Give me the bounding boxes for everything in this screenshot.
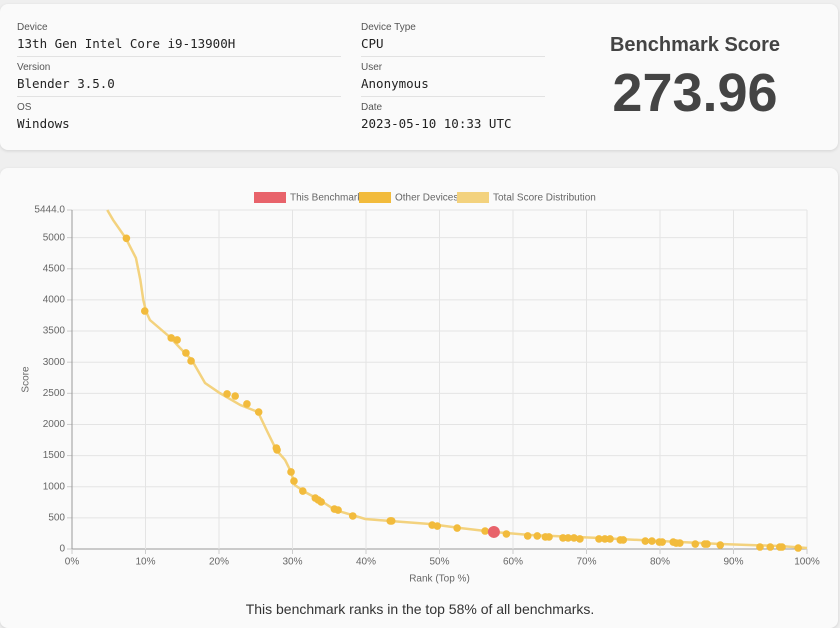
- device-point: [564, 534, 572, 542]
- device-point: [619, 536, 628, 544]
- legend-label: Other Devices: [395, 193, 458, 204]
- device-point: [523, 532, 532, 540]
- separator: [17, 96, 341, 97]
- x-tick-label: 10%: [135, 557, 155, 568]
- device-point: [648, 537, 656, 545]
- field-value: Blender 3.5.0: [17, 76, 115, 91]
- device-point: [641, 537, 650, 545]
- device-point: [570, 534, 578, 542]
- device-point: [231, 392, 239, 400]
- device-point: [691, 540, 700, 548]
- x-tick-label: 60%: [503, 557, 523, 568]
- device-point: [348, 512, 357, 520]
- device-point: [334, 506, 342, 514]
- device-point: [502, 530, 511, 538]
- y-tick-label: 4000: [43, 295, 66, 306]
- field-value: CPU: [361, 36, 384, 51]
- device-point: [766, 543, 775, 551]
- device-point: [122, 234, 131, 243]
- separator: [17, 56, 341, 57]
- device-point: [481, 527, 489, 535]
- y-tick-label: 3000: [43, 357, 66, 368]
- device-point: [716, 541, 725, 549]
- device-point: [703, 540, 711, 548]
- field-value: Windows: [17, 116, 70, 131]
- device-point: [676, 539, 684, 547]
- distribution-line: [106, 209, 808, 550]
- device-point: [273, 446, 281, 454]
- score: 273.96: [612, 63, 778, 123]
- x-tick-label: 20%: [209, 557, 229, 568]
- device-point: [794, 544, 802, 552]
- separator: [361, 96, 545, 97]
- x-tick-label: 0%: [65, 557, 80, 568]
- x-axis-label: Rank (Top %): [409, 574, 470, 585]
- device-point: [167, 334, 176, 342]
- y-tick-label: 1000: [43, 481, 66, 492]
- score-label: Benchmark Score: [609, 34, 781, 56]
- legend-swatch: [359, 192, 391, 203]
- y-tick-label: 2000: [43, 419, 66, 430]
- field-label: Version: [17, 62, 51, 73]
- device-point: [658, 538, 667, 546]
- legend-swatch: [457, 192, 489, 203]
- field-label: OS: [17, 102, 32, 113]
- field-value: 13th Gen Intel Core i9-13900H: [17, 36, 236, 51]
- device-point: [140, 307, 149, 315]
- x-tick-label: 40%: [356, 557, 376, 568]
- device-point: [778, 543, 786, 551]
- info-card: Device 13th Gen Intel Core i9-13900H Versi…: [0, 4, 838, 150]
- y-tick-label: 2500: [43, 388, 66, 399]
- field-value: Anonymous: [361, 76, 429, 91]
- device-point: [453, 524, 461, 532]
- device-point: [576, 535, 584, 543]
- device-point: [387, 517, 396, 525]
- field-label: User: [361, 62, 383, 73]
- device-point: [254, 408, 263, 416]
- y-tick-label: 5444.0: [34, 205, 65, 216]
- footer: This benchmark ranks in the top 58% of a…: [245, 601, 595, 617]
- device-point: [290, 477, 298, 485]
- device-point: [317, 498, 325, 506]
- x-tick-label: 50%: [429, 557, 449, 568]
- device-point: [595, 535, 603, 543]
- y-tick-label: 5000: [43, 232, 66, 243]
- device-point: [606, 535, 614, 543]
- y-tick-label: 3500: [43, 326, 66, 337]
- device-point: [182, 349, 190, 357]
- y-tick-label: 1500: [43, 450, 66, 461]
- legend-swatch: [254, 192, 286, 203]
- y-tick-label: 500: [48, 513, 65, 524]
- device-point: [287, 468, 295, 476]
- field-value: 2023-05-10 10:33 UTC: [361, 116, 512, 131]
- this-benchmark-point: [487, 525, 500, 538]
- field-label: Date: [361, 102, 383, 113]
- device-point: [533, 532, 542, 540]
- x-tick-label: 80%: [650, 557, 670, 568]
- device-point: [433, 522, 442, 530]
- x-tick-label: 100%: [794, 557, 820, 568]
- device-point: [223, 390, 231, 398]
- device-point: [187, 357, 195, 365]
- device-point: [756, 543, 764, 551]
- legend-label: This Benchmark: [290, 193, 363, 204]
- chart-card: [0, 168, 838, 628]
- device-point: [243, 400, 251, 408]
- field-label: Device Type: [361, 22, 416, 33]
- separator: [361, 56, 545, 57]
- x-tick-label: 30%: [282, 557, 302, 568]
- field-label: Device: [17, 22, 48, 33]
- device-point: [173, 336, 181, 344]
- device-point: [545, 533, 553, 541]
- device-point: [298, 487, 307, 495]
- y-tick-label: 4500: [43, 263, 66, 274]
- y-axis-label: Score: [21, 366, 32, 393]
- x-tick-label: 90%: [723, 557, 743, 568]
- y-tick-label: 0: [59, 544, 65, 555]
- x-tick-label: 70%: [576, 557, 596, 568]
- legend-label: Total Score Distribution: [493, 193, 596, 204]
